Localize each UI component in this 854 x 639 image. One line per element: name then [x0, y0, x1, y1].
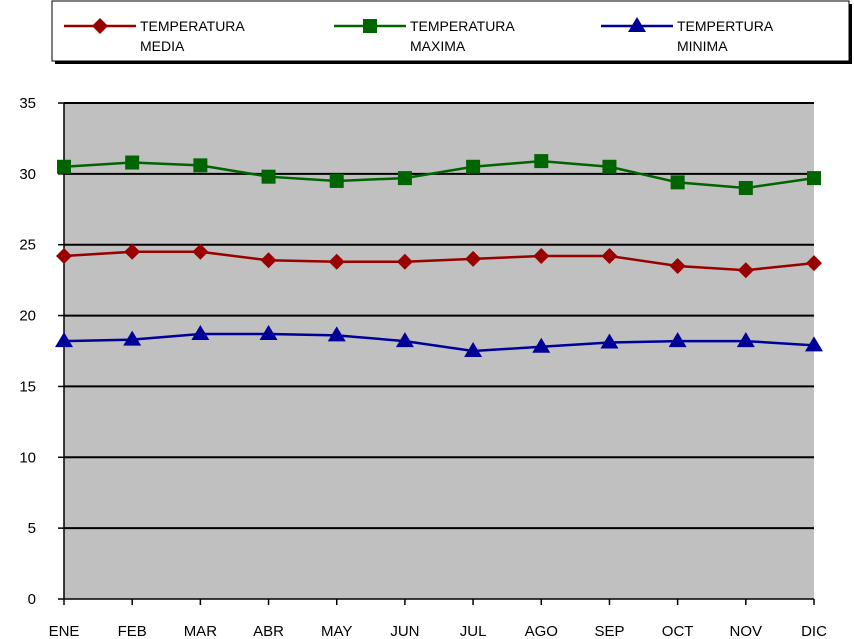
y-tick-label: 25: [19, 237, 36, 254]
data-point: [123, 330, 142, 346]
data-point: [55, 332, 73, 348]
data-point: [329, 173, 344, 188]
y-tick-label: 0: [28, 591, 36, 608]
data-point: [464, 342, 483, 357]
x-tick-label: SEP: [594, 623, 624, 639]
plot-area: [64, 102, 814, 599]
data-point: [736, 332, 755, 348]
series-line: [63, 332, 815, 353]
x-tick-label: ENE: [49, 623, 80, 639]
data-point: [805, 336, 823, 352]
legend-entry-2: TEMPERATURA MAXIMA: [334, 18, 515, 54]
data-point: [668, 332, 687, 348]
y-tick-label: 35: [19, 95, 36, 112]
legend: TEMPERATURA MEDIA TEMPERATURA MAXIMA TEMPERT…: [51, 0, 852, 64]
data-point: [124, 243, 141, 260]
x-tick-label: OCT: [662, 623, 694, 639]
data-point: [260, 252, 277, 269]
data-point: [396, 253, 413, 270]
data-point: [600, 333, 619, 349]
legend-label: MAXIMA: [410, 38, 466, 54]
legend-box: [51, 0, 850, 62]
data-point: [670, 175, 685, 190]
data-point: [395, 332, 414, 348]
data-point: [56, 248, 72, 265]
data-point: [397, 171, 412, 186]
data-point: [259, 324, 278, 340]
legend-entry-1: TEMPERATURA MEDIA: [64, 18, 245, 54]
data-point: [57, 159, 71, 174]
x-tick-label: FEB: [118, 623, 147, 639]
data-point: [532, 337, 551, 353]
data-point: [327, 326, 346, 342]
data-point: [807, 171, 821, 186]
series-2: [57, 154, 821, 196]
legend-label: TEMPERATURA: [410, 18, 515, 34]
legend-label: TEMPERATURA: [140, 18, 245, 34]
data-point: [192, 243, 209, 260]
data-point: [601, 248, 618, 265]
x-tick-label: ABR: [253, 623, 284, 639]
data-point: [602, 159, 617, 174]
legend-label: TEMPERTURA: [677, 18, 774, 34]
series-3: [55, 324, 823, 357]
data-point: [191, 324, 210, 340]
legend-entry-3: TEMPERTURA MINIMA: [601, 17, 774, 54]
data-point: [193, 158, 208, 173]
data-point: [737, 262, 754, 279]
data-point: [328, 253, 345, 270]
legend-label: MEDIA: [140, 38, 185, 54]
data-point: [669, 257, 686, 274]
x-tick-label: DIC: [801, 623, 827, 639]
plot-background: [64, 103, 814, 599]
x-tick-label: AGO: [525, 623, 558, 639]
y-tick-label: 20: [19, 308, 36, 325]
y-tick-label: 10: [19, 449, 36, 466]
series-1: [56, 243, 822, 279]
data-point: [738, 181, 753, 196]
x-tick-label: JUN: [390, 623, 419, 639]
legend-marker: [92, 18, 108, 34]
series-layer: [55, 154, 823, 357]
series-line: [63, 250, 815, 272]
legend-marker: [628, 17, 646, 32]
series-line: [63, 159, 815, 190]
x-tick-label: JUL: [460, 623, 487, 639]
data-point: [465, 250, 482, 267]
x-tick-label: NOV: [730, 623, 763, 639]
data-point: [261, 169, 276, 184]
y-tick-label: 5: [28, 520, 36, 537]
y-axis: 0 5 10 15 20 25 30 35: [19, 95, 65, 608]
legend-marker: [363, 19, 377, 33]
data-point: [534, 154, 549, 169]
data-point: [806, 255, 822, 272]
y-tick-label: 15: [19, 378, 36, 395]
y-tick-label: 30: [19, 166, 36, 183]
x-axis: ENE FEB MAR ABR MAY JUN JUL AGO SEP OCT NOV DIC: [49, 598, 827, 639]
data-point: [533, 248, 550, 265]
x-tick-label: MAY: [321, 623, 352, 639]
legend-label: MINIMA: [677, 38, 728, 54]
data-point: [125, 155, 140, 170]
data-point: [466, 159, 481, 174]
x-tick-label: MAR: [184, 623, 218, 639]
